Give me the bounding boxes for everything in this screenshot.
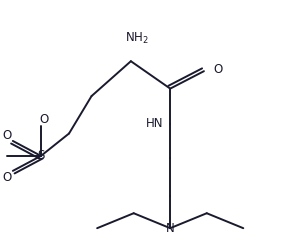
Text: O: O [39,113,48,126]
Text: O: O [3,130,12,142]
Text: S: S [37,149,45,162]
Text: O: O [214,64,223,76]
Text: O: O [3,171,12,184]
Text: HN: HN [146,117,163,130]
Text: N: N [166,222,175,235]
Text: NH$_2$: NH$_2$ [125,31,149,46]
